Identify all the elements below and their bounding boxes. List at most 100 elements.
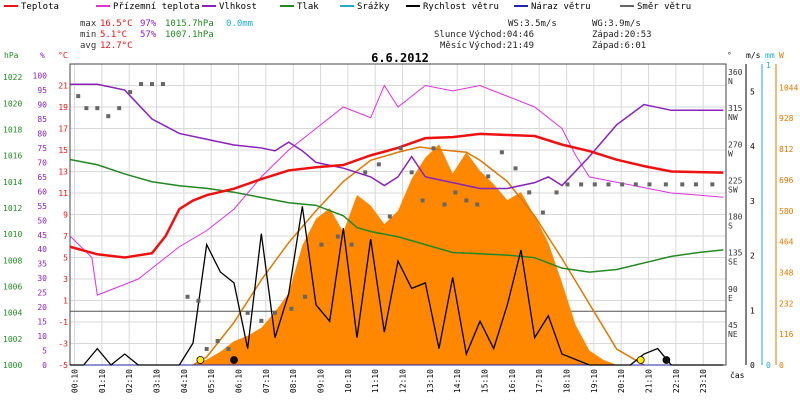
hum-tick-label: 0 — [42, 361, 47, 370]
press-tick-label: 1020 — [3, 99, 22, 108]
press-tick-label: 1010 — [3, 230, 22, 239]
unit-time: čas — [730, 370, 745, 380]
x-tick-label: 00:10 — [71, 369, 80, 393]
x-tick-label: 21:10 — [645, 369, 654, 393]
x-tick-label: 15:10 — [481, 369, 490, 393]
stat-max-label: max — [80, 19, 97, 29]
stat-min-temp: 5.1°C — [100, 30, 127, 40]
legend-label-0: Teplota — [21, 2, 59, 12]
x-tick-label: 19:10 — [590, 369, 599, 393]
solar-tick-label: 928 — [779, 114, 794, 123]
hum-tick-label: 45 — [37, 231, 47, 240]
press-tick-label: 1004 — [3, 309, 22, 318]
dir-tick-label: 225 — [728, 176, 743, 185]
x-tick-label: 10:10 — [344, 369, 353, 393]
rain-tick-label: 0 — [766, 361, 771, 370]
humidity-line — [70, 83, 724, 190]
temp-tick-label: 13 — [58, 168, 68, 177]
wind-dir-point — [663, 182, 668, 187]
press-tick-label: 1006 — [3, 282, 22, 291]
wind-dir-point — [475, 202, 480, 207]
hum-tick-label: 75 — [37, 144, 47, 153]
sunrise-marker — [196, 356, 205, 364]
moonset-marker — [230, 356, 238, 364]
ground-temp-line — [69, 84, 724, 296]
hum-tick-label: 5 — [42, 347, 47, 356]
dir-tick-label: 90 — [728, 285, 738, 294]
wind-dir-point — [592, 182, 597, 187]
wind-dir-point — [565, 182, 570, 187]
wind-dir-point — [363, 170, 368, 175]
solar-radiation-area — [70, 144, 724, 365]
solar-max-line — [192, 146, 645, 366]
grid — [70, 64, 726, 366]
legend-label-2: Vlhkost — [219, 2, 257, 12]
wind-tick-label: 0 — [750, 361, 755, 370]
hum-tick-label: 25 — [37, 289, 47, 298]
temp-tick-label: 7 — [63, 232, 68, 241]
wind-tick-label: 5 — [750, 87, 755, 96]
wind-dir-point — [633, 182, 638, 187]
wind-dir-point — [106, 114, 111, 119]
wind-dir-point — [409, 170, 414, 175]
wind-dir-point — [150, 82, 154, 87]
dir-cardinal-label: S — [728, 222, 733, 231]
unit-labels: hPa % °C ° m/s mm W čas — [4, 51, 784, 380]
legend-label-4: Srážky — [357, 2, 390, 12]
wind-dir-point — [453, 190, 458, 195]
dir-cardinal-label: E — [728, 294, 733, 303]
solar-tick-label: 1044 — [779, 83, 798, 92]
wind-dir-point — [95, 106, 100, 111]
press-tick-label: 1012 — [3, 204, 22, 213]
wind-dir-point — [620, 182, 625, 187]
dir-cardinal-label: W — [728, 149, 733, 158]
wind-dir-point — [420, 198, 425, 203]
wind-dir-point — [204, 346, 209, 351]
hum-tick-label: 70 — [37, 158, 47, 167]
hum-tick-label: 65 — [37, 173, 47, 182]
dir-tick-label: 360 — [728, 68, 743, 77]
wind-dir-point — [647, 182, 652, 187]
x-tick-label: 23:10 — [699, 369, 708, 393]
wind-dir-point — [540, 210, 545, 215]
wind-dir-point — [335, 234, 340, 239]
hum-tick-label: 10 — [37, 332, 47, 341]
stat-max-press: 1015.7hPa — [165, 19, 214, 29]
hum-tick-label: 40 — [37, 245, 47, 254]
hum-tick-label: 90 — [37, 101, 47, 110]
pressure-line — [69, 158, 724, 273]
x-tick-label: 02:10 — [125, 369, 134, 393]
unit-temp: °C — [58, 51, 68, 60]
wind-dir-point — [185, 294, 190, 299]
wind-dir-point — [376, 162, 381, 167]
x-tick-label: 14:10 — [453, 369, 462, 393]
wind-dir-point — [273, 310, 277, 315]
x-tick-label: 22:10 — [672, 369, 681, 393]
dir-cardinal-label: SW — [728, 185, 738, 194]
wind-dir-point — [245, 310, 250, 315]
unit-solar: W — [779, 51, 784, 60]
wind-dir-point — [117, 106, 122, 111]
wind-speed-line — [70, 206, 724, 366]
wind-dir-point — [486, 174, 491, 179]
x-tick-label: 20:10 — [617, 369, 626, 393]
rain-tick-label: 1 — [766, 61, 771, 70]
x-tick-label: 11:10 — [371, 369, 380, 393]
x-tick-label: 01:10 — [98, 369, 107, 393]
wind-dir-point — [442, 202, 447, 207]
x-tick-label: 04:10 — [180, 369, 189, 393]
temp-tick-label: -5 — [58, 361, 68, 370]
x-tick-label: 07:10 — [262, 369, 271, 393]
stat-max-hum: 97% — [140, 19, 157, 29]
wind-dir-point — [710, 182, 715, 187]
dir-tick-label: 135 — [728, 249, 743, 258]
press-tick-label: 1008 — [3, 256, 22, 265]
sun-moon-block: WS:3.5m/s WG:3.9m/s Slunce Východ:04:46 … — [434, 19, 652, 51]
x-tick-label: 03:10 — [153, 369, 162, 393]
chart-date-title: 6.6.2012 — [371, 51, 429, 65]
unit-rain: mm — [765, 51, 775, 60]
stats-block: max 16.5°C 97% 1015.7hPa 0.0mm min 5.1°C… — [80, 19, 253, 51]
wind-dir-point — [128, 90, 133, 95]
